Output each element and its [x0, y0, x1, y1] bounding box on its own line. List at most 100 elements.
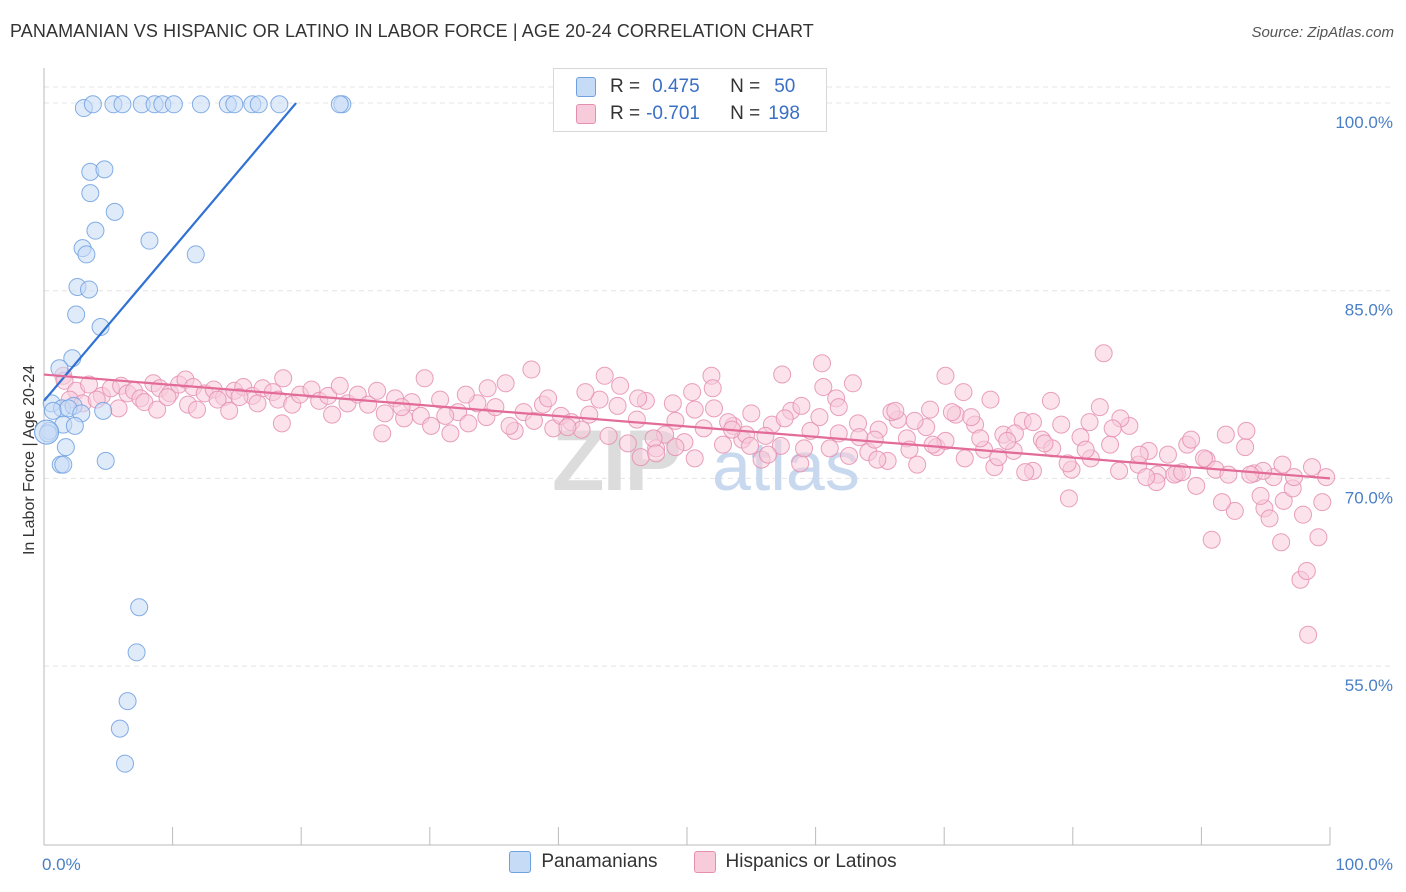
chart-title: PANAMANIAN VS HISPANIC OR LATINO IN LABO…: [10, 21, 814, 41]
hispanic-point: [188, 400, 207, 419]
panamanian-point: [86, 221, 105, 240]
hispanic-point: [576, 383, 595, 402]
legend-r-label: R =: [610, 103, 641, 124]
hispanic-point: [230, 388, 249, 407]
bottom-legend-hispanics: Hispanics or Latinos: [693, 851, 897, 873]
panamanian-point: [94, 401, 113, 420]
hispanic-point: [905, 411, 924, 430]
panamanian-point: [105, 202, 124, 221]
hispanic-point: [599, 426, 618, 445]
hispanic-point: [1090, 398, 1109, 417]
hispanic-point: [981, 390, 1000, 409]
hispanic-point: [436, 406, 455, 425]
hispanic-point: [829, 398, 848, 417]
hispanic-point: [647, 444, 666, 463]
legend-n-value: 198: [768, 103, 800, 124]
panamanian-point: [140, 231, 159, 250]
hispanic-point: [631, 448, 650, 467]
panamanian-point: [186, 245, 205, 264]
panamanian-point: [110, 719, 129, 738]
hispanic-point: [1236, 438, 1255, 457]
hispanic-point: [1110, 461, 1129, 480]
y-tick-label: 55.0%: [1345, 676, 1393, 695]
hispanic-point: [456, 385, 475, 404]
y-tick-label: 70.0%: [1345, 488, 1393, 507]
legend-r-label: R =: [610, 76, 641, 97]
hispanic-point: [795, 439, 814, 458]
hispanic-point: [1237, 421, 1256, 440]
hispanic-point: [522, 360, 541, 379]
panamanian-point: [81, 184, 100, 203]
hispanic-point: [1130, 445, 1149, 464]
legend-swatch-panamanians: [576, 77, 596, 97]
hispanic-point: [1302, 458, 1321, 477]
hispanic-point: [1041, 391, 1060, 410]
hispanic-point: [792, 396, 811, 415]
hispanic-point: [1094, 344, 1113, 363]
hispanic-point: [1260, 509, 1279, 528]
panamanian-point: [67, 305, 86, 324]
panamanian-point: [118, 692, 137, 711]
hispanic-point: [1137, 468, 1156, 487]
hispanic-point: [486, 398, 505, 417]
hispanic-point: [850, 428, 869, 447]
hispanic-point: [998, 431, 1017, 450]
hispanic-point: [742, 404, 761, 423]
legend-r-value: -0.701: [646, 103, 700, 124]
hispanic-point: [1080, 413, 1099, 432]
hispanic-point: [1313, 493, 1332, 512]
hispanic-point: [644, 429, 663, 448]
hispanic-point: [741, 436, 760, 455]
hispanic-point: [1272, 533, 1291, 552]
hispanic-point: [373, 424, 392, 443]
legend-row-panamanians: R = 0.475 N = 50: [576, 74, 795, 100]
hispanic-point: [756, 426, 775, 445]
hispanic-point: [1194, 449, 1213, 468]
trendlines: [43, 102, 1331, 480]
panamanian-point: [127, 643, 146, 662]
source-label: Source: ZipAtlas.com: [1251, 24, 1394, 41]
hispanic-point: [580, 405, 599, 424]
panamanian-point: [116, 754, 135, 773]
hispanic-point: [1293, 505, 1312, 524]
hispanic-point: [323, 405, 342, 424]
hispanic-point: [705, 399, 724, 418]
legend-row-hispanics: R = -0.701 N = 198: [576, 101, 800, 127]
hispanic-point: [1202, 530, 1221, 549]
panamanian-point: [77, 245, 96, 264]
data-points: [34, 95, 1336, 773]
hispanic-point: [392, 398, 411, 417]
panamanian-point: [330, 95, 349, 114]
hispanic-point: [773, 365, 792, 384]
legend-n-label: N =: [730, 76, 761, 97]
y-tick-label: 85.0%: [1345, 301, 1393, 320]
hispanic-point: [1035, 434, 1054, 453]
panamanian-point: [164, 95, 183, 114]
hispanic-point: [962, 408, 981, 427]
panamanian-point: [270, 95, 289, 114]
hispanic-point: [539, 389, 558, 408]
hispanic-trendline: [43, 373, 1331, 480]
hispanic-point: [685, 400, 704, 419]
hispanic-point: [595, 366, 614, 385]
legend-n-label: N =: [730, 103, 761, 124]
hispanic-point: [1016, 463, 1035, 482]
x-tick-label: 100.0%: [1335, 855, 1393, 874]
legend-n-value: 50: [774, 76, 796, 97]
panamanian-point: [96, 451, 115, 470]
hispanic-point: [368, 381, 387, 400]
hispanic-point: [611, 376, 630, 395]
panamanian-trendline: [43, 102, 297, 402]
hispanic-point: [558, 418, 577, 437]
hispanic-point: [1059, 489, 1078, 508]
hispanic-point: [810, 408, 829, 427]
hispanic-point: [375, 404, 394, 423]
hispanic-point: [868, 450, 887, 469]
hispanic-point: [1052, 415, 1071, 434]
hispanic-point: [936, 366, 955, 385]
hispanic-point: [1103, 419, 1122, 438]
hispanic-point: [865, 430, 884, 449]
hispanic-point: [272, 414, 291, 433]
hispanic-point: [330, 376, 349, 395]
